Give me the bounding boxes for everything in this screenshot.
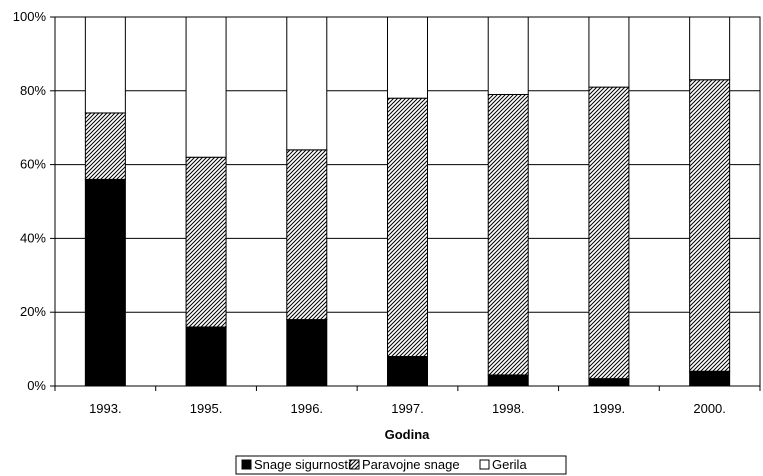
bar-segment-2-4	[387, 97, 428, 357]
bar-segment-2-7	[689, 79, 731, 372]
y-tick-label: 60%	[20, 157, 46, 172]
bar-segment-1-1	[84, 178, 126, 387]
legend-swatch-1	[241, 459, 252, 470]
bar-segment-3-6	[588, 16, 630, 88]
legend-label-1: Snage sigurnosti	[254, 457, 351, 472]
bar-segment-1-2	[185, 326, 227, 387]
bar-segment-2-1	[84, 112, 126, 180]
y-tick-label: 40%	[20, 230, 46, 245]
x-tick-label: 1995.	[190, 401, 223, 416]
bar-segment-3-7	[689, 16, 731, 81]
legend-swatch-2	[349, 459, 360, 470]
x-tick-label: 1999.	[593, 401, 626, 416]
bar-segment-2-6	[588, 86, 630, 380]
bar-segment-2-2	[185, 156, 227, 328]
axes	[50, 16, 761, 391]
bar-segment-2-3	[286, 149, 328, 321]
bar-segment-2-5	[487, 93, 529, 376]
y-tick-label: 80%	[20, 83, 46, 98]
y-tick-labels: 0% 20% 40% 60% 80% 100%	[13, 9, 47, 393]
y-tick-label: 20%	[20, 304, 46, 319]
bar-segment-3-1	[84, 16, 126, 114]
x-tick-label: 1993.	[89, 401, 122, 416]
x-tick-label: 2000.	[693, 401, 726, 416]
bar-segment-3-5	[487, 16, 529, 95]
y-tick-label: 0%	[27, 378, 46, 393]
x-tick-label: 1997.	[391, 401, 424, 416]
bar-segment-1-6	[588, 378, 630, 387]
legend-label-2: Paravojne snage	[362, 457, 460, 472]
bars	[84, 16, 731, 387]
bar-segment-3-3	[286, 16, 328, 151]
legend: Snage sigurnosti Paravojne snage Gerila	[235, 455, 567, 475]
bar-segment-1-5	[487, 374, 529, 387]
x-tick-label: 1998.	[492, 401, 525, 416]
bar-segment-3-4	[387, 16, 428, 99]
x-axis-title: Godina	[385, 427, 431, 442]
bar-segment-1-3	[286, 319, 328, 387]
x-tick-label: 1996.	[291, 401, 324, 416]
plot-border	[54, 16, 761, 387]
x-tick-labels: 1993. 1995. 1996. 1997. 1998. 1999. 2000.	[89, 401, 726, 416]
bar-segment-1-4	[387, 355, 428, 387]
bar-segment-1-7	[689, 370, 731, 387]
bar-segment-3-2	[185, 16, 227, 158]
legend-swatch-3	[479, 459, 490, 470]
legend-label-3: Gerila	[492, 457, 527, 472]
y-tick-label: 100%	[13, 9, 47, 24]
